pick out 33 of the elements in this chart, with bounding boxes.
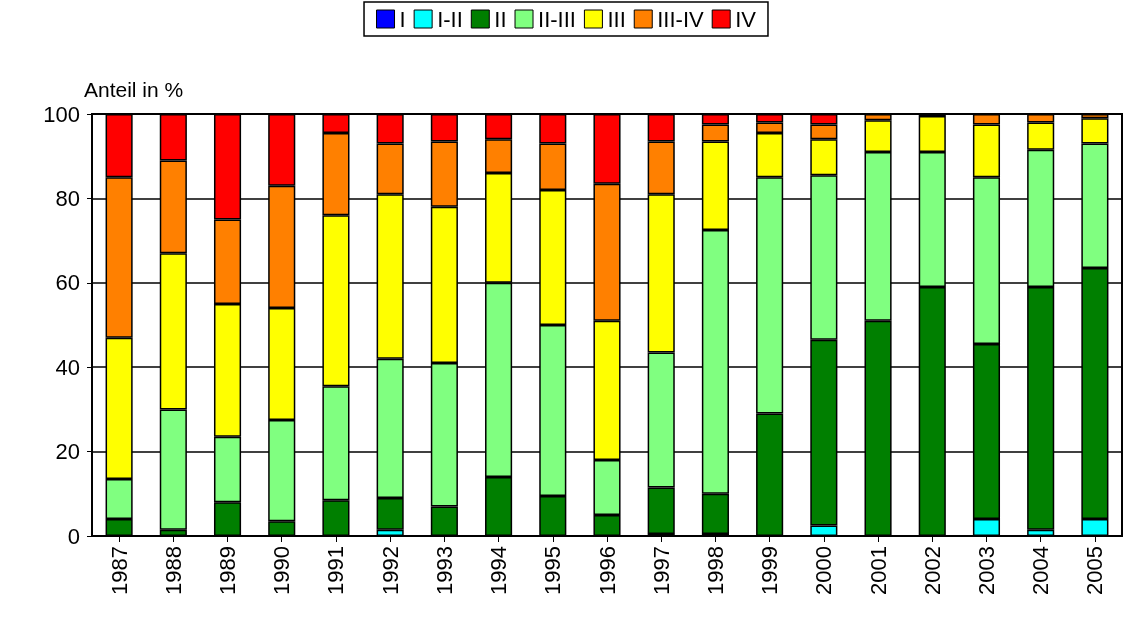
x-tick-label: 1997 <box>648 546 674 595</box>
x-tick-label: 1999 <box>757 546 783 595</box>
y-tick-label: 40 <box>55 354 80 380</box>
x-tick-label: 2000 <box>811 546 837 595</box>
x-tick-label: 1990 <box>269 546 295 595</box>
x-tick-label: 2005 <box>1082 546 1108 595</box>
x-tick-label: 2002 <box>919 546 945 595</box>
x-tick-label: 1993 <box>431 546 457 595</box>
legend-label: I <box>399 6 406 32</box>
legend-label: II <box>494 6 507 32</box>
y-axis-title: Anteil in % <box>84 78 184 101</box>
x-tick-label: 1996 <box>594 546 620 595</box>
x-tick-label: 2001 <box>865 546 891 595</box>
y-tick-label: 0 <box>67 523 80 549</box>
x-tick-label: 1988 <box>160 546 186 595</box>
x-tick-label: 1987 <box>106 546 132 595</box>
x-tick-label: 1998 <box>702 546 728 595</box>
x-tick-label: 1991 <box>323 546 349 595</box>
x-tick-label: 2004 <box>1028 546 1054 595</box>
legend-label: II-III <box>538 6 576 32</box>
x-tick-label: 1992 <box>377 546 403 595</box>
x-tick-label: 1995 <box>540 546 566 595</box>
x-tick-label: 2003 <box>973 546 999 595</box>
legend-label: I-II <box>437 6 463 32</box>
y-tick-label: 100 <box>43 101 80 127</box>
legend-label: III-IV <box>657 6 705 32</box>
x-tick-label: 1994 <box>486 546 512 595</box>
y-tick-label: 80 <box>55 185 80 211</box>
x-tick-label: 1989 <box>215 546 241 595</box>
legend-label: IV <box>735 6 757 32</box>
y-tick-label: 20 <box>55 439 80 465</box>
legend-label: III <box>607 6 626 32</box>
y-tick-label: 60 <box>55 270 80 296</box>
